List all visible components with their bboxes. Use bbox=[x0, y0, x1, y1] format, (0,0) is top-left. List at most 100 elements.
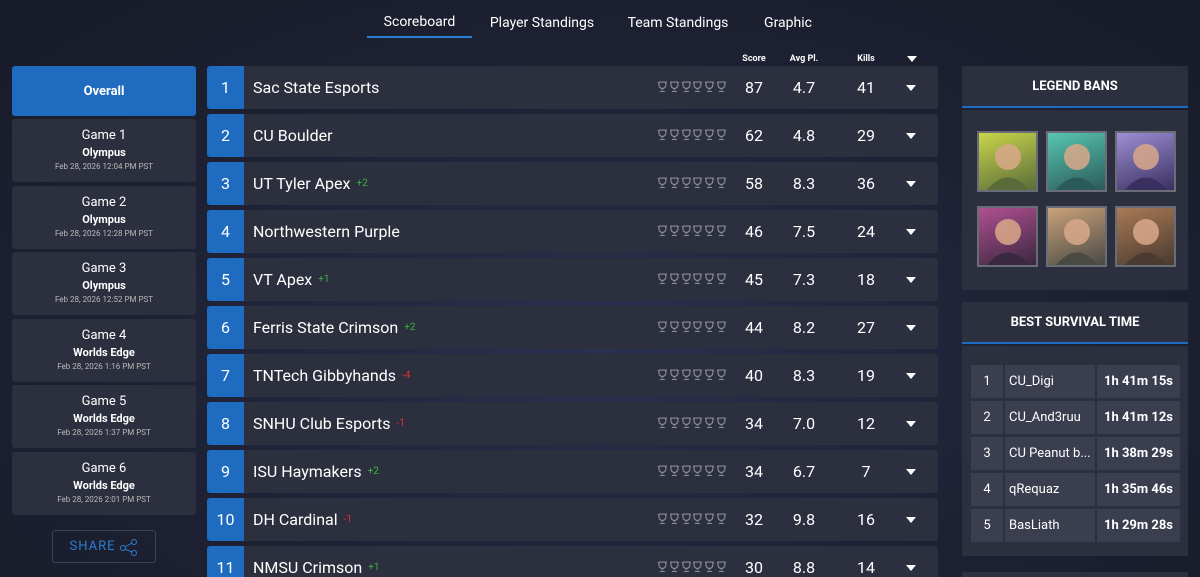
expand-row[interactable] bbox=[903, 114, 919, 157]
game-button[interactable]: Game 5 Worlds Edge Feb 28, 2026 1:37 PM PS… bbox=[12, 385, 196, 448]
game-button[interactable]: Game 1 Olympus Feb 28, 2026 12:04 PM PST bbox=[12, 119, 196, 182]
team-label: DH Cardinal bbox=[253, 510, 338, 529]
survival-time: 1h 38m 29s bbox=[1097, 437, 1180, 470]
game-button[interactable]: Game 3 Olympus Feb 28, 2026 12:52 PM PST bbox=[12, 252, 196, 315]
rank: 11 bbox=[207, 546, 244, 577]
survival-player: CU Peanut b... bbox=[1005, 437, 1095, 470]
stat-score: 58 bbox=[745, 174, 763, 193]
expand-row[interactable] bbox=[903, 402, 919, 445]
team-row[interactable]: 1 Sac State Esports 87 4.7 41 bbox=[207, 66, 938, 109]
stat-score: 40 bbox=[745, 366, 763, 385]
team-name: ISU Haymakers +2 bbox=[253, 450, 379, 493]
rank: 6 bbox=[207, 306, 244, 349]
team-row[interactable]: 6 Ferris State Crimson +2 44 8.2 27 bbox=[207, 306, 938, 349]
rank-change: -1 bbox=[396, 418, 405, 429]
legend-portrait bbox=[977, 206, 1038, 267]
rank: 2 bbox=[207, 114, 244, 157]
game-time: Feb 28, 2026 2:01 PM PST bbox=[57, 494, 151, 504]
nav-tab[interactable]: Player Standings bbox=[489, 15, 595, 31]
stat-score: 45 bbox=[745, 270, 763, 289]
game-map: Worlds Edge bbox=[73, 345, 135, 359]
game-map: Olympus bbox=[82, 279, 126, 292]
team-row[interactable]: 10 DH Cardinal -1 32 9.8 16 bbox=[207, 498, 938, 541]
column-header: Avg Pl. bbox=[789, 54, 819, 64]
team-name: UT Tyler Apex +2 bbox=[253, 162, 368, 205]
survival-time: 1h 29m 28s bbox=[1097, 509, 1180, 542]
nav-tab[interactable]: Team Standings bbox=[627, 15, 729, 31]
stat-avg: 9.8 bbox=[792, 510, 816, 529]
expand-row[interactable] bbox=[903, 546, 919, 577]
game-button[interactable]: Game 6 Worlds Edge Feb 28, 2026 2:01 PM PS… bbox=[12, 451, 196, 515]
nav-tab[interactable]: Scoreboard bbox=[367, 8, 472, 38]
team-row[interactable]: 8 SNHU Club Esports -1 34 7.0 12 bbox=[207, 402, 938, 445]
stat-score: 32 bbox=[745, 510, 763, 529]
stat-score: 46 bbox=[745, 222, 763, 241]
column-header: Kills bbox=[857, 54, 875, 64]
team-label: NMSU Crimson bbox=[253, 558, 363, 577]
rank-change: -1 bbox=[343, 514, 353, 525]
stat-kills: 14 bbox=[857, 558, 875, 577]
team-row[interactable]: 5 VT Apex +1 45 7.3 18 bbox=[207, 258, 938, 301]
team-name: Ferris State Crimson +2 bbox=[253, 306, 416, 349]
panel-header bbox=[962, 572, 1188, 577]
team-row[interactable]: 11 NMSU Crimson +1 30 8.8 14 bbox=[207, 546, 938, 577]
team-label: VT Apex bbox=[253, 270, 313, 289]
team-label: CU Boulder bbox=[253, 126, 333, 145]
survival-player: CU_And3ruu bbox=[1005, 401, 1095, 434]
expand-row[interactable] bbox=[903, 210, 919, 253]
game-map: Olympus bbox=[82, 212, 126, 226]
column-header: Score bbox=[742, 54, 766, 64]
team-label: Ferris State Crimson bbox=[253, 318, 399, 337]
game-button[interactable]: Game 2 Olympus Feb 28, 2026 12:28 PM PST bbox=[12, 185, 196, 249]
team-label: SNHU Club Esports bbox=[253, 414, 391, 433]
expand-row[interactable] bbox=[903, 162, 919, 205]
rank-change: +1 bbox=[368, 562, 380, 573]
placement-trophies bbox=[657, 417, 727, 431]
rank: 4 bbox=[207, 210, 244, 253]
stat-kills: 24 bbox=[857, 222, 875, 241]
rank: 5 bbox=[207, 258, 244, 301]
share-button[interactable]: SHARE bbox=[52, 530, 156, 563]
sort-toggle[interactable] bbox=[903, 52, 921, 66]
expand-row[interactable] bbox=[903, 306, 919, 349]
stat-avg: 4.8 bbox=[792, 126, 816, 145]
placement-trophies bbox=[657, 465, 727, 479]
stat-kills: 41 bbox=[857, 78, 875, 97]
team-name: DH Cardinal -1 bbox=[253, 498, 352, 541]
team-row[interactable]: 3 UT Tyler Apex +2 58 8.3 36 bbox=[207, 162, 938, 205]
stat-score: 44 bbox=[745, 318, 763, 337]
expand-row[interactable] bbox=[903, 354, 919, 397]
stat-score: 34 bbox=[745, 414, 763, 433]
rank-change: +2 bbox=[356, 178, 368, 189]
stat-score: 62 bbox=[745, 126, 763, 145]
game-map: Olympus bbox=[82, 146, 126, 159]
game-button[interactable]: Game 4 Worlds Edge Feb 28, 2026 1:16 PM PS… bbox=[12, 318, 196, 382]
share-icon bbox=[119, 538, 137, 556]
team-label: TNTech Gibbyhands bbox=[253, 366, 397, 385]
legend-portrait bbox=[1115, 131, 1176, 192]
stat-avg: 7.0 bbox=[792, 414, 816, 433]
survival-body: 1 CU_Digi 1h 41m 15s 2 CU_And3ruu 1h 41m 12s 3… bbox=[962, 346, 1188, 556]
expand-row[interactable] bbox=[903, 66, 919, 109]
team-row[interactable]: 7 TNTech Gibbyhands -4 40 8.3 19 bbox=[207, 354, 938, 397]
expand-row[interactable] bbox=[903, 450, 919, 493]
rank-change: +1 bbox=[318, 274, 330, 285]
team-label: Sac State Esports bbox=[253, 78, 380, 97]
nav-tab[interactable]: Graphic bbox=[764, 15, 812, 31]
team-row[interactable]: 4 Northwestern Purple 46 7.5 24 bbox=[207, 210, 938, 253]
placement-trophies bbox=[657, 369, 727, 383]
placement-trophies bbox=[657, 225, 727, 239]
overall-button[interactable]: Overall bbox=[12, 66, 196, 116]
placement-trophies bbox=[657, 561, 727, 575]
game-title: Game 6 bbox=[81, 460, 127, 476]
team-name: VT Apex +1 bbox=[253, 258, 330, 301]
team-row[interactable]: 2 CU Boulder 62 4.8 29 bbox=[207, 114, 938, 157]
placement-trophies bbox=[657, 273, 727, 287]
placement-trophies bbox=[657, 129, 727, 143]
team-row[interactable]: 9 ISU Haymakers +2 34 6.7 7 bbox=[207, 450, 938, 493]
expand-row[interactable] bbox=[903, 498, 919, 541]
stat-kills: 19 bbox=[857, 366, 875, 385]
team-name: CU Boulder bbox=[253, 114, 333, 157]
expand-row[interactable] bbox=[903, 258, 919, 301]
